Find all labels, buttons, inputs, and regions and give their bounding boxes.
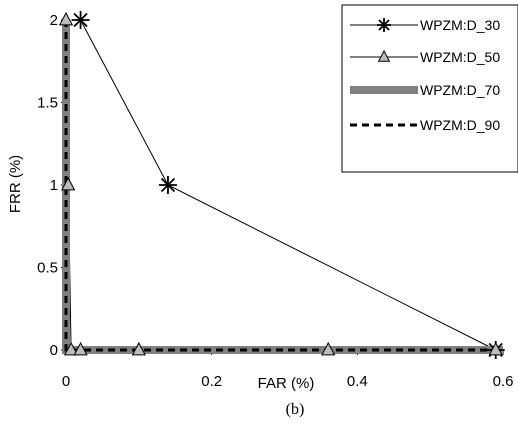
legend-label-0: WPZM:D_30 [420,17,500,33]
triangle-marker [73,341,88,356]
figure-caption: (b) [286,401,305,418]
legend-label-3: WPZM:D_90 [420,117,500,133]
triangle-marker [63,341,79,356]
y-tick-label: 1.5 [37,95,58,112]
asterisk-marker [377,18,391,32]
series-markers-1 [58,11,503,356]
y-tick-label: 0 [50,342,58,359]
x-tick-label: 0.4 [347,373,368,390]
y-tick-label: 2 [50,12,58,29]
asterisk-stroke [160,177,176,193]
x-axis-title: FAR (%) [258,375,315,392]
series-layer [58,11,505,359]
x-tick-label: 0.6 [493,373,514,390]
legend-label-2: WPZM:D_70 [420,82,500,98]
asterisk-marker [71,11,90,29]
triangle-marker [321,341,336,356]
triangle-marker [61,176,76,191]
legend-label-1: WPZM:D_50 [420,49,500,65]
x-tick-label: 0.2 [201,373,222,390]
legend: WPZM:D_30 WPZM:D_50 WPZM:D_70 WPZM:D_90 [341,4,518,173]
asterisk-stroke [73,12,88,28]
y-tick-label: 1 [50,177,58,194]
y-tick-label: 0.5 [37,260,58,277]
asterisk-marker [158,176,177,194]
x-tick-label: 0 [62,373,70,390]
triangle-marker [131,341,146,356]
triangle-marker [488,341,503,356]
asterisk-stroke [378,19,390,31]
tick-labels: 0 0.5 1 1.5 2 0 0.2 0.4 0.6 [37,12,513,390]
series-line-3 [64,20,503,352]
triangle-marker [377,49,391,62]
triangle-marker [58,11,74,26]
y-axis-title: FRR (%) [7,155,24,213]
